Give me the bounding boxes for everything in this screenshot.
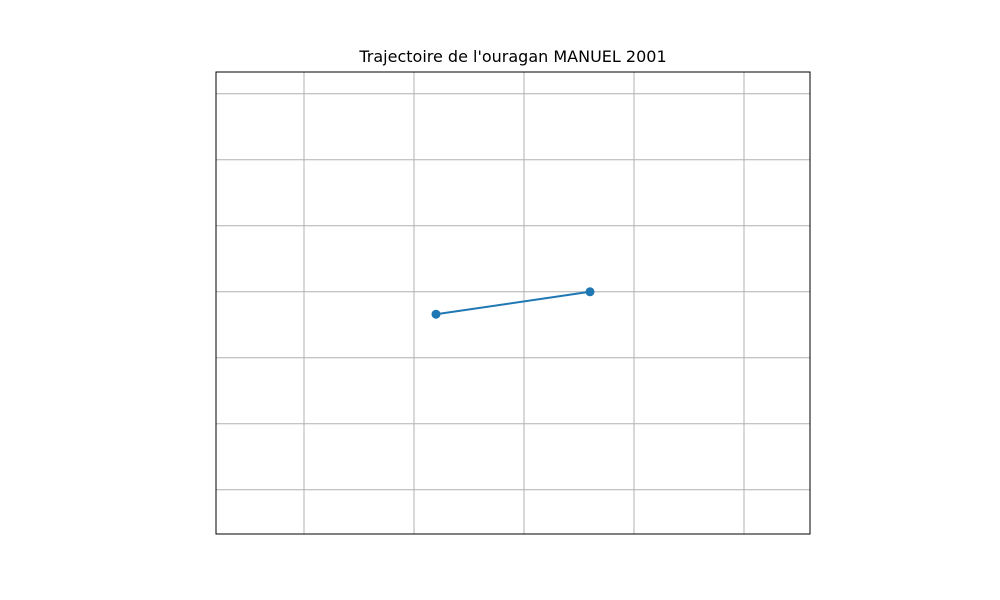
trajectory-point — [585, 287, 595, 297]
plot-frame — [215, 71, 811, 535]
chart-title: Trajectoire de l'ouragan MANUEL 2001 — [359, 47, 667, 66]
grid-layer — [216, 72, 810, 534]
series-layer — [431, 287, 595, 319]
trajectory-line — [435, 290, 591, 316]
trajectory-point — [431, 309, 441, 319]
